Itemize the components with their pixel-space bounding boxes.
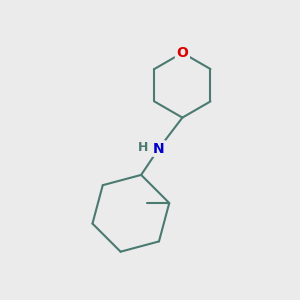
Text: O: O	[176, 46, 188, 60]
Text: N: N	[153, 142, 165, 155]
Text: H: H	[138, 141, 149, 154]
